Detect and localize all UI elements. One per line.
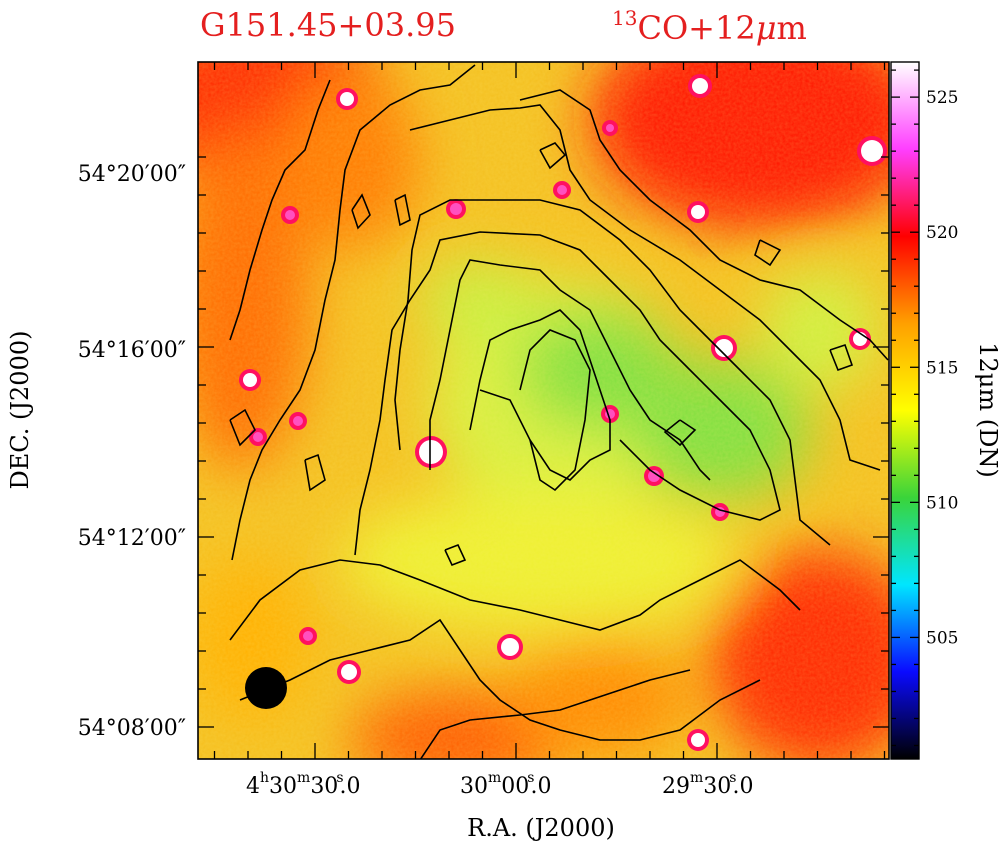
contour-1 [229,79,331,341]
contour-11 [239,618,761,741]
plot-frame [197,61,890,760]
contour-21 [829,343,854,372]
contour-16 [754,239,782,267]
contour-20 [444,543,467,567]
point-sources [239,74,887,751]
contour-13 [539,142,567,170]
contour-8 [469,309,611,481]
intensity-map [198,62,889,759]
x-tick-label: 30m00s.0 [460,770,551,799]
contour-3 [519,89,889,361]
colorbar-ticks [891,69,919,747]
contour-18 [394,193,411,227]
tick-marks [198,62,889,759]
chart-subtitle: 13CO+12μm [612,6,807,47]
subtitle-mu: μ [755,9,777,47]
x-axis-label: R.A. (J2000) [467,814,615,842]
co-contours [229,64,889,759]
x-tick-label: 29m30s.0 [662,770,753,799]
contour-6 [354,231,781,556]
contour-12 [419,669,691,759]
point-source [340,92,354,106]
y-tick-label: 54°20′00″ [78,162,186,187]
y-axis-label: DEC. (J2000) [6,331,34,490]
point-source [715,339,733,357]
colorbar-tick-label: 510 [926,493,958,513]
contour-4 [409,104,881,471]
point-source [419,440,443,464]
x-tick-labels: 4h30m30s.0 30m00s.0 29m30s.0 [246,770,753,799]
x-tick-label: 4h30m30s.0 [246,770,361,799]
point-source [285,210,295,220]
point-source [861,140,883,162]
point-source [692,78,708,94]
y-tick-label: 54°08′00″ [78,716,186,741]
point-source [557,185,567,195]
point-source [341,664,357,680]
contour-19 [304,453,326,492]
contour-7 [429,259,711,481]
point-source [691,205,705,219]
colorbar-label: 12μm (DN) [974,342,1002,478]
colorbar-tick-label: 515 [926,358,958,378]
contour-2 [231,64,476,561]
point-source [691,733,705,747]
subtitle-unit: m [776,9,807,47]
contour-5 [394,199,831,546]
beam-marker [245,667,287,709]
subtitle-text: CO+12 [637,9,756,47]
point-source [648,470,660,482]
y-tick-label: 54°12′00″ [78,526,186,551]
colorbar-tick-label: 520 [926,223,958,243]
point-source [243,373,257,387]
point-source [303,631,313,641]
point-source [253,432,263,442]
point-source [450,203,462,215]
point-source [293,416,303,426]
chart-title: G151.45+03.95 [200,6,456,44]
colorbar-tick-label: 525 [926,88,958,108]
contour-14 [663,419,697,447]
colorbar [890,61,920,760]
y-tick-label: 54°16′00″ [78,338,186,363]
isotope-superscript: 13 [612,6,638,30]
point-source [501,638,519,656]
colorbar-tick-label: 505 [926,628,958,648]
contour-15 [229,408,256,447]
y-tick-labels: 54°20′00″ 54°16′00″ 54°12′00″ 54°08′00″ [78,162,186,741]
contour-17 [351,193,371,230]
point-source [606,124,614,132]
contour-9 [519,329,591,492]
contour-10 [229,559,801,641]
colorbar-tick-labels: 525 520 515 510 505 [926,88,958,648]
